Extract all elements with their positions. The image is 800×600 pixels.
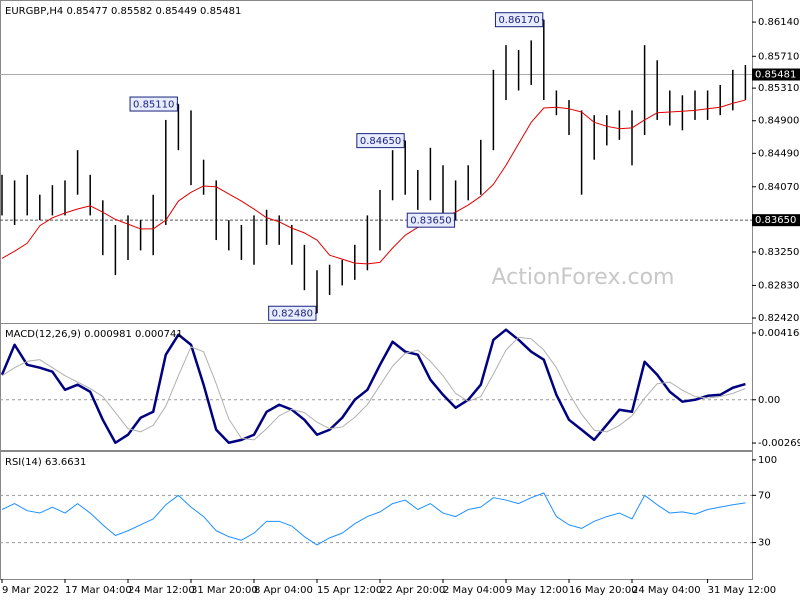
y-tick-label: 0.86140	[758, 17, 799, 28]
panel-title: RSI(14) 63.6631	[5, 457, 86, 468]
x-tick-label: 9 Mar 2022	[2, 585, 59, 596]
x-tick-label: 9 May 12:00	[506, 585, 568, 596]
y-tick-label: 30	[758, 538, 771, 549]
y-tick-label: 70	[758, 490, 771, 501]
y-tick-label: 0.85310	[758, 83, 799, 94]
y-tick-label: 0.004164	[758, 328, 800, 339]
x-tick-label: 8 Apr 04:00	[254, 585, 313, 596]
moving-average	[1, 99, 746, 265]
panel-frame	[0, 451, 753, 580]
axis-price-label: 0.83650	[755, 215, 796, 226]
y-tick-label: 0.82420	[758, 313, 799, 324]
y-tick-label: 0.85710	[758, 51, 799, 62]
y-tick-label: -0.002699	[758, 438, 800, 449]
x-tick-label: 17 Mar 04:00	[65, 585, 132, 596]
y-tick-label: 0.84900	[758, 116, 799, 127]
x-tick-label: 31 Mar 20:00	[191, 585, 258, 596]
annotation-label: 0.82480	[272, 309, 313, 320]
indicator-line	[1, 336, 746, 441]
axis-price-box	[752, 68, 800, 81]
indicator-line	[1, 492, 746, 546]
panel-frame	[0, 323, 753, 451]
panel-title: EURGBP,H4 0.85477 0.85582 0.85449 0.8548…	[5, 6, 241, 17]
annotation-label: 0.86170	[498, 15, 539, 26]
annotation-label: 0.83650	[410, 216, 451, 227]
y-tick-label: 0.84070	[758, 182, 799, 193]
y-tick-label: 100	[758, 455, 777, 466]
axis-price-label: 0.85481	[755, 70, 796, 81]
annotation-label: 0.84650	[360, 136, 401, 147]
watermark: ActionForex.com	[492, 265, 675, 290]
x-tick-label: 24 May 04:00	[632, 585, 701, 596]
indicator-line	[0, 328, 746, 444]
axis-price-box	[752, 214, 800, 227]
x-tick-label: 31 May 12:00	[708, 585, 777, 596]
x-tick-label: 22 Apr 20:00	[380, 585, 445, 596]
x-tick-label: 2 May 04:00	[443, 585, 505, 596]
x-tick-label: 16 May 20:00	[569, 585, 638, 596]
x-tick-label: 24 Mar 12:00	[128, 585, 195, 596]
y-tick-label: 0.83250	[758, 247, 799, 258]
y-tick-label: 0.82830	[758, 280, 799, 291]
x-tick-label: 15 Apr 12:00	[317, 585, 382, 596]
y-tick-label: 0.84490	[758, 148, 799, 159]
panel-title: MACD(12,26,9) 0.000981 0.000741	[5, 329, 183, 340]
annotation-label: 0.85110	[133, 100, 174, 111]
y-tick-label: 0.00	[758, 395, 780, 406]
